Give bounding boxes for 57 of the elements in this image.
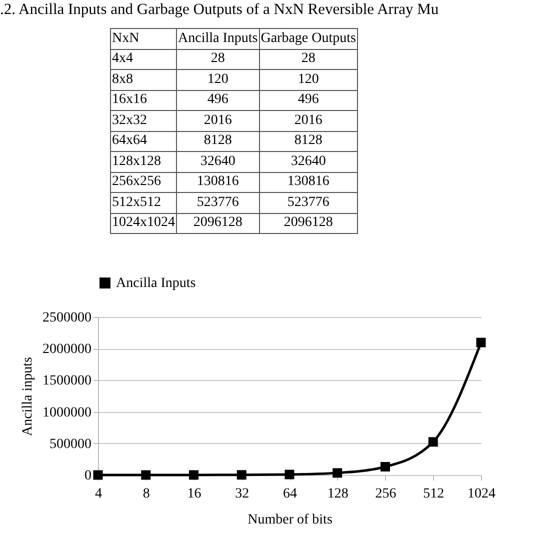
data-label: 523776 [176, 192, 260, 213]
y-tick-label: 2000000 [42, 342, 92, 358]
x-tick-label: 16 [187, 486, 202, 502]
point [189, 470, 198, 480]
x-tick-label: 1024 [468, 486, 496, 502]
point [284, 470, 294, 480]
data-label: 523776 [259, 192, 358, 213]
data-label: 28 [259, 49, 358, 70]
legend-label: Ancilla Inputs [116, 276, 196, 291]
category-label: 512x512 [110, 192, 176, 213]
x-tick-label: 64 [283, 486, 297, 502]
point [476, 338, 486, 348]
x-tick-label: 4 [95, 486, 102, 502]
y-tick-label: 1000000 [42, 405, 92, 420]
point [332, 468, 342, 478]
data-label: 130816 [176, 172, 260, 192]
y-tick-label: 0 [84, 468, 92, 484]
data-label: 2016 [176, 110, 260, 131]
legend-label: Ancilla Inputs [176, 28, 260, 49]
data-label: 120 [176, 70, 260, 90]
category-label: 1024x1024 [110, 213, 176, 234]
data-label: 2096128 [259, 213, 358, 234]
data-label: 32640 [176, 152, 260, 172]
category-label: 128x128 [110, 152, 176, 172]
text: NxN [110, 28, 176, 49]
category-label: 64x64 [110, 131, 176, 152]
data-label: 2096128 [176, 213, 260, 234]
x-axis-title: Number of bits [248, 512, 332, 528]
y-tick-label: 500000 [50, 436, 92, 452]
y-tick-label: 2500000 [42, 310, 92, 326]
point [428, 437, 438, 447]
x-tick-label: 32 [235, 486, 250, 502]
point [141, 470, 151, 480]
category-label: 16x16 [110, 90, 176, 110]
category-label: 32x32 [110, 110, 176, 131]
text: Garbage Outputs [259, 28, 358, 49]
x-tick-label: 8 [142, 486, 150, 502]
x-tick-label: 128 [327, 486, 348, 502]
data-label: 28 [176, 49, 260, 70]
x-tick-label: 256 [375, 486, 396, 502]
point [236, 470, 246, 480]
x-tick-label: 512 [423, 486, 444, 502]
text: .2. Ancilla Inputs and Garbage Outputs of a NxN Reversible Array Mu [0, 1, 439, 19]
data-label: 2016 [259, 110, 358, 131]
point [380, 462, 390, 472]
category-label: 8x8 [110, 70, 176, 90]
y-tick-label: 1500000 [42, 374, 92, 389]
data-label: 8128 [259, 131, 358, 152]
data-label: 32640 [259, 152, 358, 172]
y-axis-title: Ancilla inputs [20, 357, 36, 436]
category-label: 256x256 [110, 172, 176, 192]
data-label: 8128 [176, 131, 260, 152]
data-label: 496 [259, 90, 358, 110]
data-label: 130816 [259, 172, 358, 192]
category-label: 4x4 [110, 49, 176, 70]
data-label: 120 [259, 70, 358, 90]
data-label: 496 [176, 90, 260, 110]
